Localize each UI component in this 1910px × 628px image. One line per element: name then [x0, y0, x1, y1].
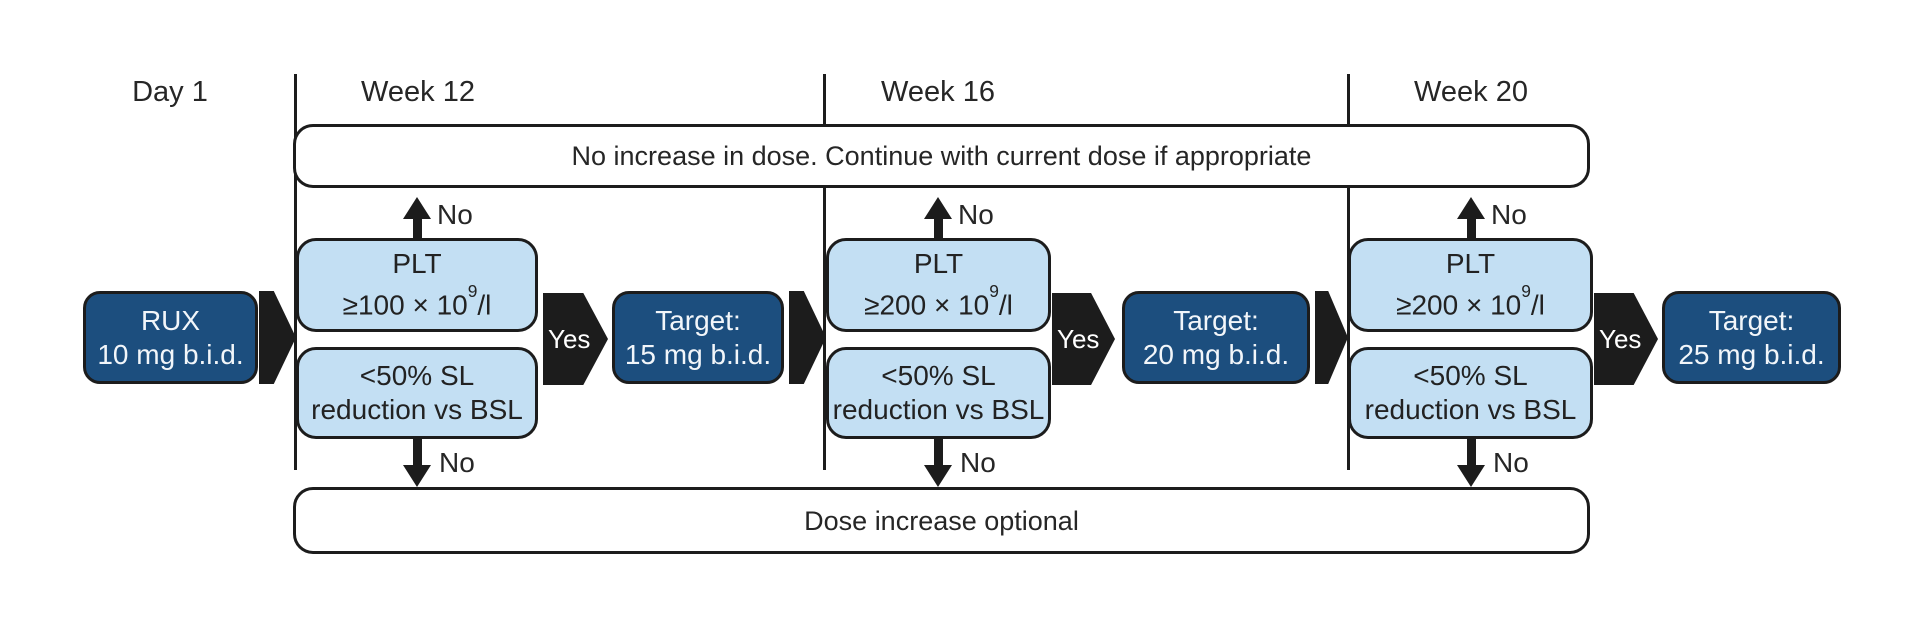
- no-label-up-week16: No: [958, 199, 994, 230]
- timeline-divider-week12: [294, 74, 297, 470]
- plt-threshold-unit: /l: [1530, 289, 1545, 321]
- yes-label-week20: Yes: [1599, 323, 1642, 354]
- target-dose: 20 mg b.i.d.: [1142, 338, 1290, 370]
- sl-line1: <50% SL: [359, 360, 475, 391]
- plt-threshold-exponent: 9: [467, 280, 478, 301]
- timeline-divider-week16: [823, 74, 826, 470]
- target-dose-box-week12: Target: 15 mg b.i.d.: [612, 291, 784, 384]
- yes-arrow-icon: Yes: [1052, 293, 1115, 385]
- plt-title: PLT: [1445, 248, 1496, 280]
- dose-increase-optional-text: Dose increase optional: [804, 505, 1079, 536]
- start-dose-box: RUX 10 mg b.i.d.: [83, 291, 258, 384]
- yes-label-week16: Yes: [1057, 323, 1100, 354]
- no-increase-banner-text: No increase in dose. Continue with curre…: [571, 141, 1312, 171]
- plt-title: PLT: [913, 248, 964, 280]
- target-title: Target:: [655, 304, 741, 336]
- plt-criterion-box-week20: PLT ≥200 × 109/l: [1348, 238, 1593, 332]
- plt-threshold: ≥200 × 109/l: [864, 281, 1013, 322]
- target-dose-box-week16: Target: 20 mg b.i.d.: [1122, 291, 1310, 384]
- timeline-label-week20: Week 20: [1414, 76, 1528, 108]
- plt-threshold-base: ≥200 × 10: [1396, 289, 1522, 321]
- flow-arrow-icon: [259, 291, 296, 384]
- yes-label-week12: Yes: [548, 323, 591, 354]
- no-up-arrow-icon: [924, 197, 952, 238]
- target-dose-box-week20: Target: 25 mg b.i.d.: [1662, 291, 1841, 384]
- sl-line1: <50% SL: [1413, 360, 1528, 391]
- start-drug-dose: 10 mg b.i.d.: [97, 338, 244, 370]
- timeline-label-day1: Day 1: [132, 76, 208, 108]
- no-up-arrow-icon: [403, 197, 431, 238]
- plt-threshold-base: ≥200 × 10: [864, 289, 990, 321]
- timeline-label-week16: Week 16: [881, 76, 995, 108]
- plt-threshold-unit: /l: [998, 289, 1013, 321]
- no-label-down-week20: No: [1493, 447, 1529, 478]
- no-down-arrow-icon: [403, 439, 431, 487]
- plt-title: PLT: [392, 248, 442, 280]
- start-drug-name: RUX: [140, 304, 201, 336]
- sl-criterion-box-week12: <50% SL reduction vs BSL: [296, 347, 538, 439]
- sl-line2: reduction vs BSL: [311, 394, 523, 425]
- plt-threshold-base: ≥100 × 10: [342, 289, 468, 321]
- no-label-up-week20: No: [1491, 199, 1527, 230]
- plt-criterion-box-week12: PLT ≥100 × 109/l: [296, 238, 538, 332]
- timeline-label-week12: Week 12: [361, 76, 475, 108]
- no-label-down-week12: No: [439, 447, 475, 478]
- yes-arrow-icon: Yes: [543, 293, 608, 385]
- no-up-arrow-icon: [1457, 197, 1485, 238]
- plt-threshold: ≥100 × 109/l: [343, 281, 492, 322]
- yes-arrow-icon: Yes: [1594, 293, 1658, 385]
- target-dose: 15 mg b.i.d.: [624, 338, 772, 370]
- plt-threshold: ≥200 × 109/l: [1396, 281, 1545, 322]
- target-title: Target:: [1173, 304, 1259, 336]
- sl-line2: reduction vs BSL: [832, 394, 1045, 425]
- flow-arrow-icon: [1315, 291, 1348, 384]
- no-increase-banner: No increase in dose. Continue with curre…: [293, 124, 1590, 188]
- no-down-arrow-icon: [924, 439, 952, 487]
- sl-criterion-box-week16: <50% SL reduction vs BSL: [826, 347, 1051, 439]
- no-label-down-week16: No: [960, 447, 996, 478]
- plt-threshold-exponent: 9: [989, 280, 999, 301]
- sl-line2: reduction vs BSL: [1364, 394, 1577, 425]
- plt-criterion-box-week16: PLT ≥200 × 109/l: [826, 238, 1051, 332]
- target-dose: 25 mg b.i.d.: [1678, 338, 1825, 370]
- target-title: Target:: [1708, 304, 1795, 336]
- dose-increase-optional-banner: Dose increase optional: [293, 487, 1590, 554]
- sl-criterion-box-week20: <50% SL reduction vs BSL: [1348, 347, 1593, 439]
- plt-threshold-exponent: 9: [1521, 280, 1531, 301]
- no-label-up-week12: No: [437, 199, 473, 230]
- plt-threshold-unit: /l: [477, 289, 492, 321]
- flow-arrow-icon: [789, 291, 826, 384]
- sl-line1: <50% SL: [881, 360, 996, 391]
- no-down-arrow-icon: [1457, 439, 1485, 487]
